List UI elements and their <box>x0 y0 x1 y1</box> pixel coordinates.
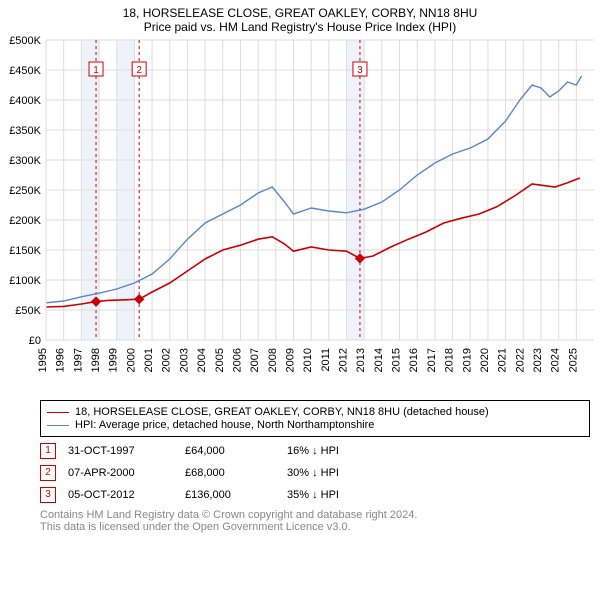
x-tick-label: 2001 <box>143 348 155 372</box>
legend-row: HPI: Average price, detached house, Nort… <box>47 419 583 431</box>
events-table: 1 31-OCT-1997 £64,000 16% ↓ HPI 2 07-APR-2000… <box>40 443 590 503</box>
x-tick-label: 1999 <box>108 348 120 372</box>
y-tick-label: £150K <box>9 245 41 257</box>
event-date: 31-OCT-1997 <box>68 445 173 457</box>
event-number-box: 3 <box>40 487 56 503</box>
x-tick-label: 2019 <box>461 348 473 372</box>
title-line1: 18, HORSELEASE CLOSE, GREAT OAKLEY, CORB… <box>4 6 596 20</box>
y-tick-label: £50K <box>15 305 41 317</box>
y-tick-label: £500K <box>9 36 41 47</box>
event-diff: 16% ↓ HPI <box>287 445 339 457</box>
y-tick-label: £250K <box>9 185 41 197</box>
page: 18, HORSELEASE CLOSE, GREAT OAKLEY, CORB… <box>0 0 600 533</box>
x-tick-label: 2023 <box>532 348 544 372</box>
legend-label: HPI: Average price, detached house, Nort… <box>75 419 374 431</box>
x-tick-label: 1995 <box>37 348 49 372</box>
x-tick-label: 2003 <box>178 348 190 372</box>
x-tick-label: 2016 <box>408 348 420 372</box>
x-tick-label: 2015 <box>391 348 403 372</box>
x-tick-label: 2007 <box>249 348 261 372</box>
x-tick-label: 2025 <box>567 348 579 372</box>
event-row: 2 07-APR-2000 £68,000 30% ↓ HPI <box>40 465 590 481</box>
x-tick-label: 2012 <box>338 348 350 372</box>
x-tick-label: 2008 <box>267 348 279 372</box>
event-date: 05-OCT-2012 <box>68 489 173 501</box>
x-tick-label: 2017 <box>426 348 438 372</box>
x-tick-label: 2004 <box>196 348 208 372</box>
footer-line1: Contains HM Land Registry data © Crown c… <box>40 509 590 521</box>
x-tick-label: 2022 <box>514 348 526 372</box>
footer-line2: This data is licensed under the Open Gov… <box>40 521 590 533</box>
event-date: 07-APR-2000 <box>68 467 173 479</box>
event-marker-num: 2 <box>136 65 142 76</box>
x-tick-label: 2014 <box>373 348 385 372</box>
legend-swatch <box>47 412 69 413</box>
x-tick-label: 2024 <box>550 348 562 372</box>
footer: Contains HM Land Registry data © Crown c… <box>40 509 590 533</box>
y-tick-label: £300K <box>9 155 41 167</box>
x-tick-label: 2002 <box>161 348 173 372</box>
y-tick-label: £350K <box>9 125 41 137</box>
event-marker-num: 3 <box>357 65 363 76</box>
point-marker <box>135 295 144 304</box>
x-tick-label: 1998 <box>90 348 102 372</box>
event-number-box: 2 <box>40 465 56 481</box>
event-diff: 35% ↓ HPI <box>287 489 339 501</box>
x-tick-label: 2020 <box>479 348 491 372</box>
y-tick-label: £100K <box>9 275 41 287</box>
event-row: 3 05-OCT-2012 £136,000 35% ↓ HPI <box>40 487 590 503</box>
x-tick-label: 2021 <box>497 348 509 372</box>
x-tick-label: 2006 <box>231 348 243 372</box>
event-row: 1 31-OCT-1997 £64,000 16% ↓ HPI <box>40 443 590 459</box>
y-tick-label: £450K <box>9 65 41 77</box>
y-tick-label: £200K <box>9 215 41 227</box>
x-tick-label: 2000 <box>125 348 137 372</box>
legend: 18, HORSELEASE CLOSE, GREAT OAKLEY, CORB… <box>40 400 590 437</box>
legend-swatch <box>47 425 69 426</box>
x-tick-label: 2010 <box>302 348 314 372</box>
y-tick-label: £400K <box>9 95 41 107</box>
y-tick-label: £0 <box>29 335 41 347</box>
x-tick-label: 1997 <box>72 348 84 372</box>
legend-label: 18, HORSELEASE CLOSE, GREAT OAKLEY, CORB… <box>75 406 489 418</box>
x-tick-label: 2018 <box>444 348 456 372</box>
chart: £0 £50K £100K £150K £200K £250K £300K £350K £400… <box>0 36 600 394</box>
event-marker-num: 1 <box>93 65 99 76</box>
event-price: £68,000 <box>185 467 275 479</box>
event-number-box: 1 <box>40 443 56 459</box>
event-price: £136,000 <box>185 489 275 501</box>
event-diff: 30% ↓ HPI <box>287 467 339 479</box>
x-tick-label: 2005 <box>214 348 226 372</box>
x-tick-label: 2009 <box>284 348 296 372</box>
title-line2: Price paid vs. HM Land Registry's House … <box>4 20 596 34</box>
x-tick-label: 2011 <box>320 348 332 372</box>
x-tick-label: 2013 <box>355 348 367 372</box>
event-price: £64,000 <box>185 445 275 457</box>
titles: 18, HORSELEASE CLOSE, GREAT OAKLEY, CORB… <box>0 0 600 36</box>
chart-svg: £0 £50K £100K £150K £200K £250K £300K £350K £400… <box>0 36 600 394</box>
legend-row: 18, HORSELEASE CLOSE, GREAT OAKLEY, CORB… <box>47 406 583 418</box>
x-tick-label: 1996 <box>55 348 67 372</box>
